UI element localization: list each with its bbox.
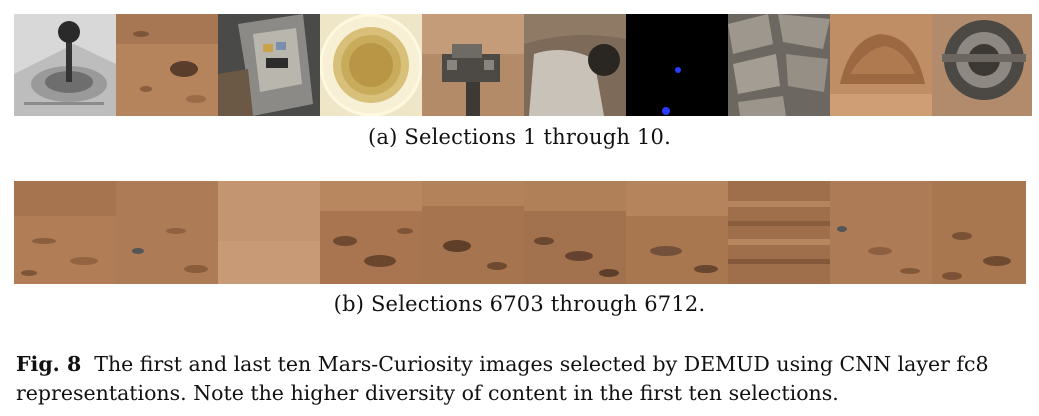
terrain-tile	[14, 181, 116, 284]
terrain-tile	[932, 181, 1026, 284]
terrain-tile	[728, 181, 830, 284]
image-tile-wheel-tread	[728, 14, 830, 116]
terrain-tile	[626, 181, 728, 284]
image-tile-terrain-rock	[116, 14, 218, 116]
terrain-tile	[320, 181, 422, 284]
figure-label: Fig. 8	[16, 352, 82, 376]
selection-strip-last-ten	[14, 181, 1026, 284]
image-tile-mesh-inlet	[320, 14, 422, 116]
terrain-tile	[422, 181, 524, 284]
image-tile-mast-hardware	[422, 14, 524, 116]
terrain-tile	[524, 181, 626, 284]
image-tile-wheel-closeup	[932, 14, 1032, 116]
image-tile-instrument-panel	[218, 14, 320, 116]
image-tile-dark-frame	[626, 14, 728, 116]
subfigure-b-caption: (b) Selections 6703 through 6712.	[333, 292, 706, 316]
terrain-tile	[218, 181, 320, 284]
image-tile-rock-outcrop	[830, 14, 932, 116]
image-tile-joystick	[14, 14, 116, 116]
terrain-tile	[830, 181, 932, 284]
image-tile-drill-hole	[524, 14, 626, 116]
terrain-tile	[116, 181, 218, 284]
figure-caption-text: The first and last ten Mars-Curiosity im…	[16, 352, 989, 405]
selection-strip-first-ten	[14, 14, 1032, 116]
figure-caption: Fig. 8 The first and last ten Mars-Curio…	[16, 350, 1031, 408]
subfigure-a-caption: (a) Selections 1 through 10.	[368, 125, 671, 149]
